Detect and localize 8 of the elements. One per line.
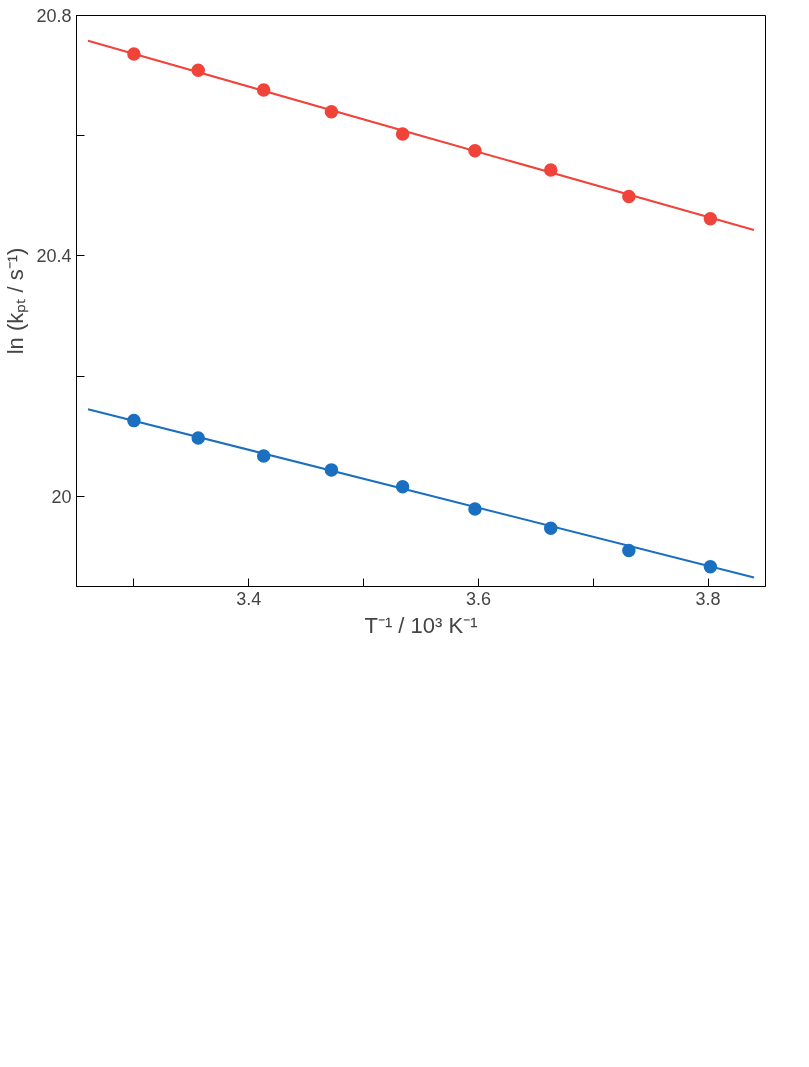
y-tick-label: 20.4 [36,246,72,267]
x-tick-label: 3.4 [236,588,262,609]
y-axis-title: ln (kₚₜ / s⁻¹) [3,247,30,355]
x-tick-label: 3.8 [695,588,721,609]
x-axis-title: T⁻¹ / 10³ K⁻¹ [364,612,478,638]
x-tick-label: 3.6 [465,588,491,609]
y-tick-label: 20.8 [36,6,72,26]
y-tick-label: 20 [51,486,72,507]
